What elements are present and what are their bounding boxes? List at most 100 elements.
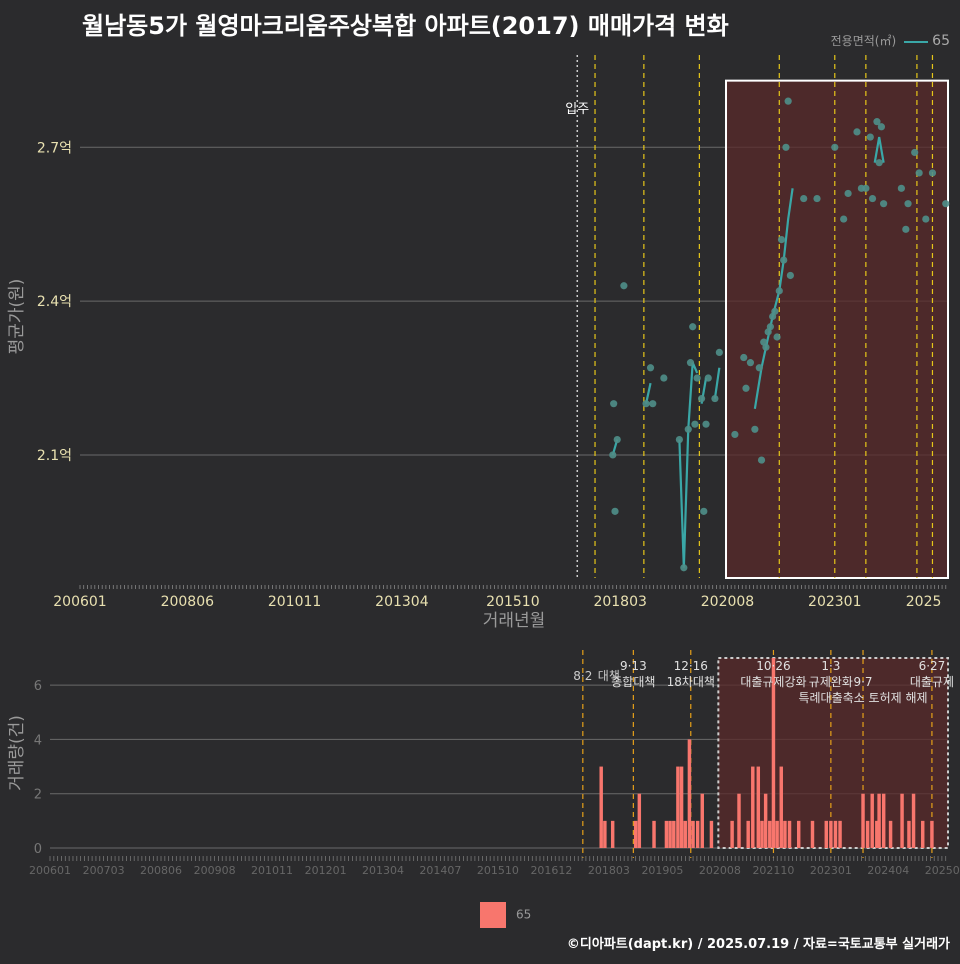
x-tick-label: 2025 xyxy=(906,594,942,610)
price-point xyxy=(766,323,775,331)
price-point xyxy=(840,215,848,223)
volume-x-tick-label: 202404 xyxy=(867,864,909,877)
y-tick-label: 2.4억 xyxy=(37,294,72,310)
price-point xyxy=(777,235,786,244)
x-tick-label: 201011 xyxy=(268,594,321,610)
volume-x-tick-label: 201407 xyxy=(419,864,461,877)
x-tick-label: 200806 xyxy=(161,594,215,610)
volume-bar xyxy=(881,793,886,848)
price-point xyxy=(746,359,755,367)
volume-bar xyxy=(664,820,669,848)
occupancy-label: 입주 xyxy=(565,102,589,117)
price-point xyxy=(880,200,888,208)
price-point xyxy=(660,374,668,382)
price-point xyxy=(715,348,723,356)
price-point xyxy=(875,159,883,167)
volume-y-axis-title: 거래량(건) xyxy=(7,715,27,791)
price-point xyxy=(742,384,750,392)
volume-bar xyxy=(687,739,692,848)
policy-event-date: 10·26 xyxy=(756,659,790,673)
policy-event-label: 규제완화 xyxy=(809,675,853,689)
volume-bar xyxy=(824,820,828,848)
volume-bar xyxy=(768,820,772,848)
price-point xyxy=(609,451,617,459)
legend-bar-swatch xyxy=(480,902,506,928)
policy-event-label: 18차대책 xyxy=(667,674,715,689)
price-point xyxy=(813,194,821,203)
volume-bar xyxy=(900,793,904,848)
volume-bar xyxy=(751,766,755,848)
policy-event-date: 8·2 xyxy=(573,669,592,683)
volume-y-tick-label: 4 xyxy=(34,733,42,748)
price-line-segment xyxy=(678,362,699,568)
volume-bar xyxy=(829,820,833,848)
legend-series-label: 65 xyxy=(932,33,950,49)
price-point xyxy=(751,425,759,433)
volume-x-tick-label: 201612 xyxy=(530,864,572,877)
volume-x-tick-label: 201304 xyxy=(362,864,404,877)
volume-bar xyxy=(683,820,687,848)
price-point xyxy=(731,430,739,439)
volume-bar xyxy=(870,793,874,848)
x-tick-label: 201304 xyxy=(375,594,429,610)
price-legend: 전용면적(㎡) 65 xyxy=(831,32,950,49)
price-point xyxy=(684,425,692,433)
volume-y-tick-label: 6 xyxy=(34,679,42,694)
x-tick-label: 201803 xyxy=(593,594,646,610)
policy-event-date: 1·3 xyxy=(821,659,840,673)
price-point xyxy=(782,143,790,151)
price-point xyxy=(686,359,695,367)
volume-x-tick-label: 202110 xyxy=(752,864,794,877)
volume-bar xyxy=(633,820,638,848)
price-point xyxy=(775,287,783,295)
volume-bar xyxy=(775,820,779,848)
volume-x-tick-label: 201803 xyxy=(588,864,630,877)
price-point xyxy=(611,507,619,515)
price-point xyxy=(784,97,792,105)
volume-x-tick-label: 200601 xyxy=(29,864,71,877)
price-point xyxy=(762,343,770,351)
price-point xyxy=(642,400,650,408)
volume-bar xyxy=(672,820,676,848)
y-tick-label: 2.7억 xyxy=(37,140,72,156)
x-tick-label: 200601 xyxy=(53,594,106,610)
x-tick-label: 201510 xyxy=(486,594,539,610)
volume-bar xyxy=(779,766,783,848)
y-axis-title: 평균가(원) xyxy=(7,279,27,355)
price-point xyxy=(853,128,861,136)
volume-bar xyxy=(760,820,764,848)
policy-event-label: 특례대출축소 토허제 해제 xyxy=(798,691,927,705)
volume-bar xyxy=(865,820,870,848)
price-point xyxy=(610,400,618,408)
legend-line-swatch xyxy=(904,40,929,43)
volume-bar xyxy=(810,820,815,848)
volume-bar xyxy=(787,820,792,848)
volume-bar xyxy=(637,793,642,848)
price-point xyxy=(691,420,699,428)
volume-bar xyxy=(783,820,787,848)
volume-legend: 65 xyxy=(480,902,531,928)
price-point xyxy=(800,194,808,203)
volume-x-tick-label: 200908 xyxy=(194,864,236,877)
source-caption: ©디아파트(dapt.kr) / 2025.07.19 / 자료=국토교통부 실… xyxy=(566,937,950,952)
price-point xyxy=(704,374,712,382)
volume-x-tick-label: 202008 xyxy=(699,864,741,877)
price-point xyxy=(680,564,688,572)
price-point xyxy=(786,271,794,280)
volume-bar xyxy=(603,820,607,848)
volume-bar xyxy=(763,793,768,848)
price-point xyxy=(922,215,930,223)
price-point xyxy=(700,507,708,515)
policy-event-label: 대출규제강화 xyxy=(740,675,806,689)
price-point xyxy=(675,435,683,444)
price-point xyxy=(649,400,657,408)
volume-bar xyxy=(838,820,842,848)
volume-bar xyxy=(746,820,750,848)
price-point xyxy=(877,123,886,131)
volume-bar xyxy=(676,766,680,848)
volume-bar xyxy=(888,820,893,848)
price-point xyxy=(862,184,870,192)
policy-event-date: 12·16 xyxy=(674,659,708,673)
policy-event-label: 대출규제 xyxy=(910,675,954,689)
